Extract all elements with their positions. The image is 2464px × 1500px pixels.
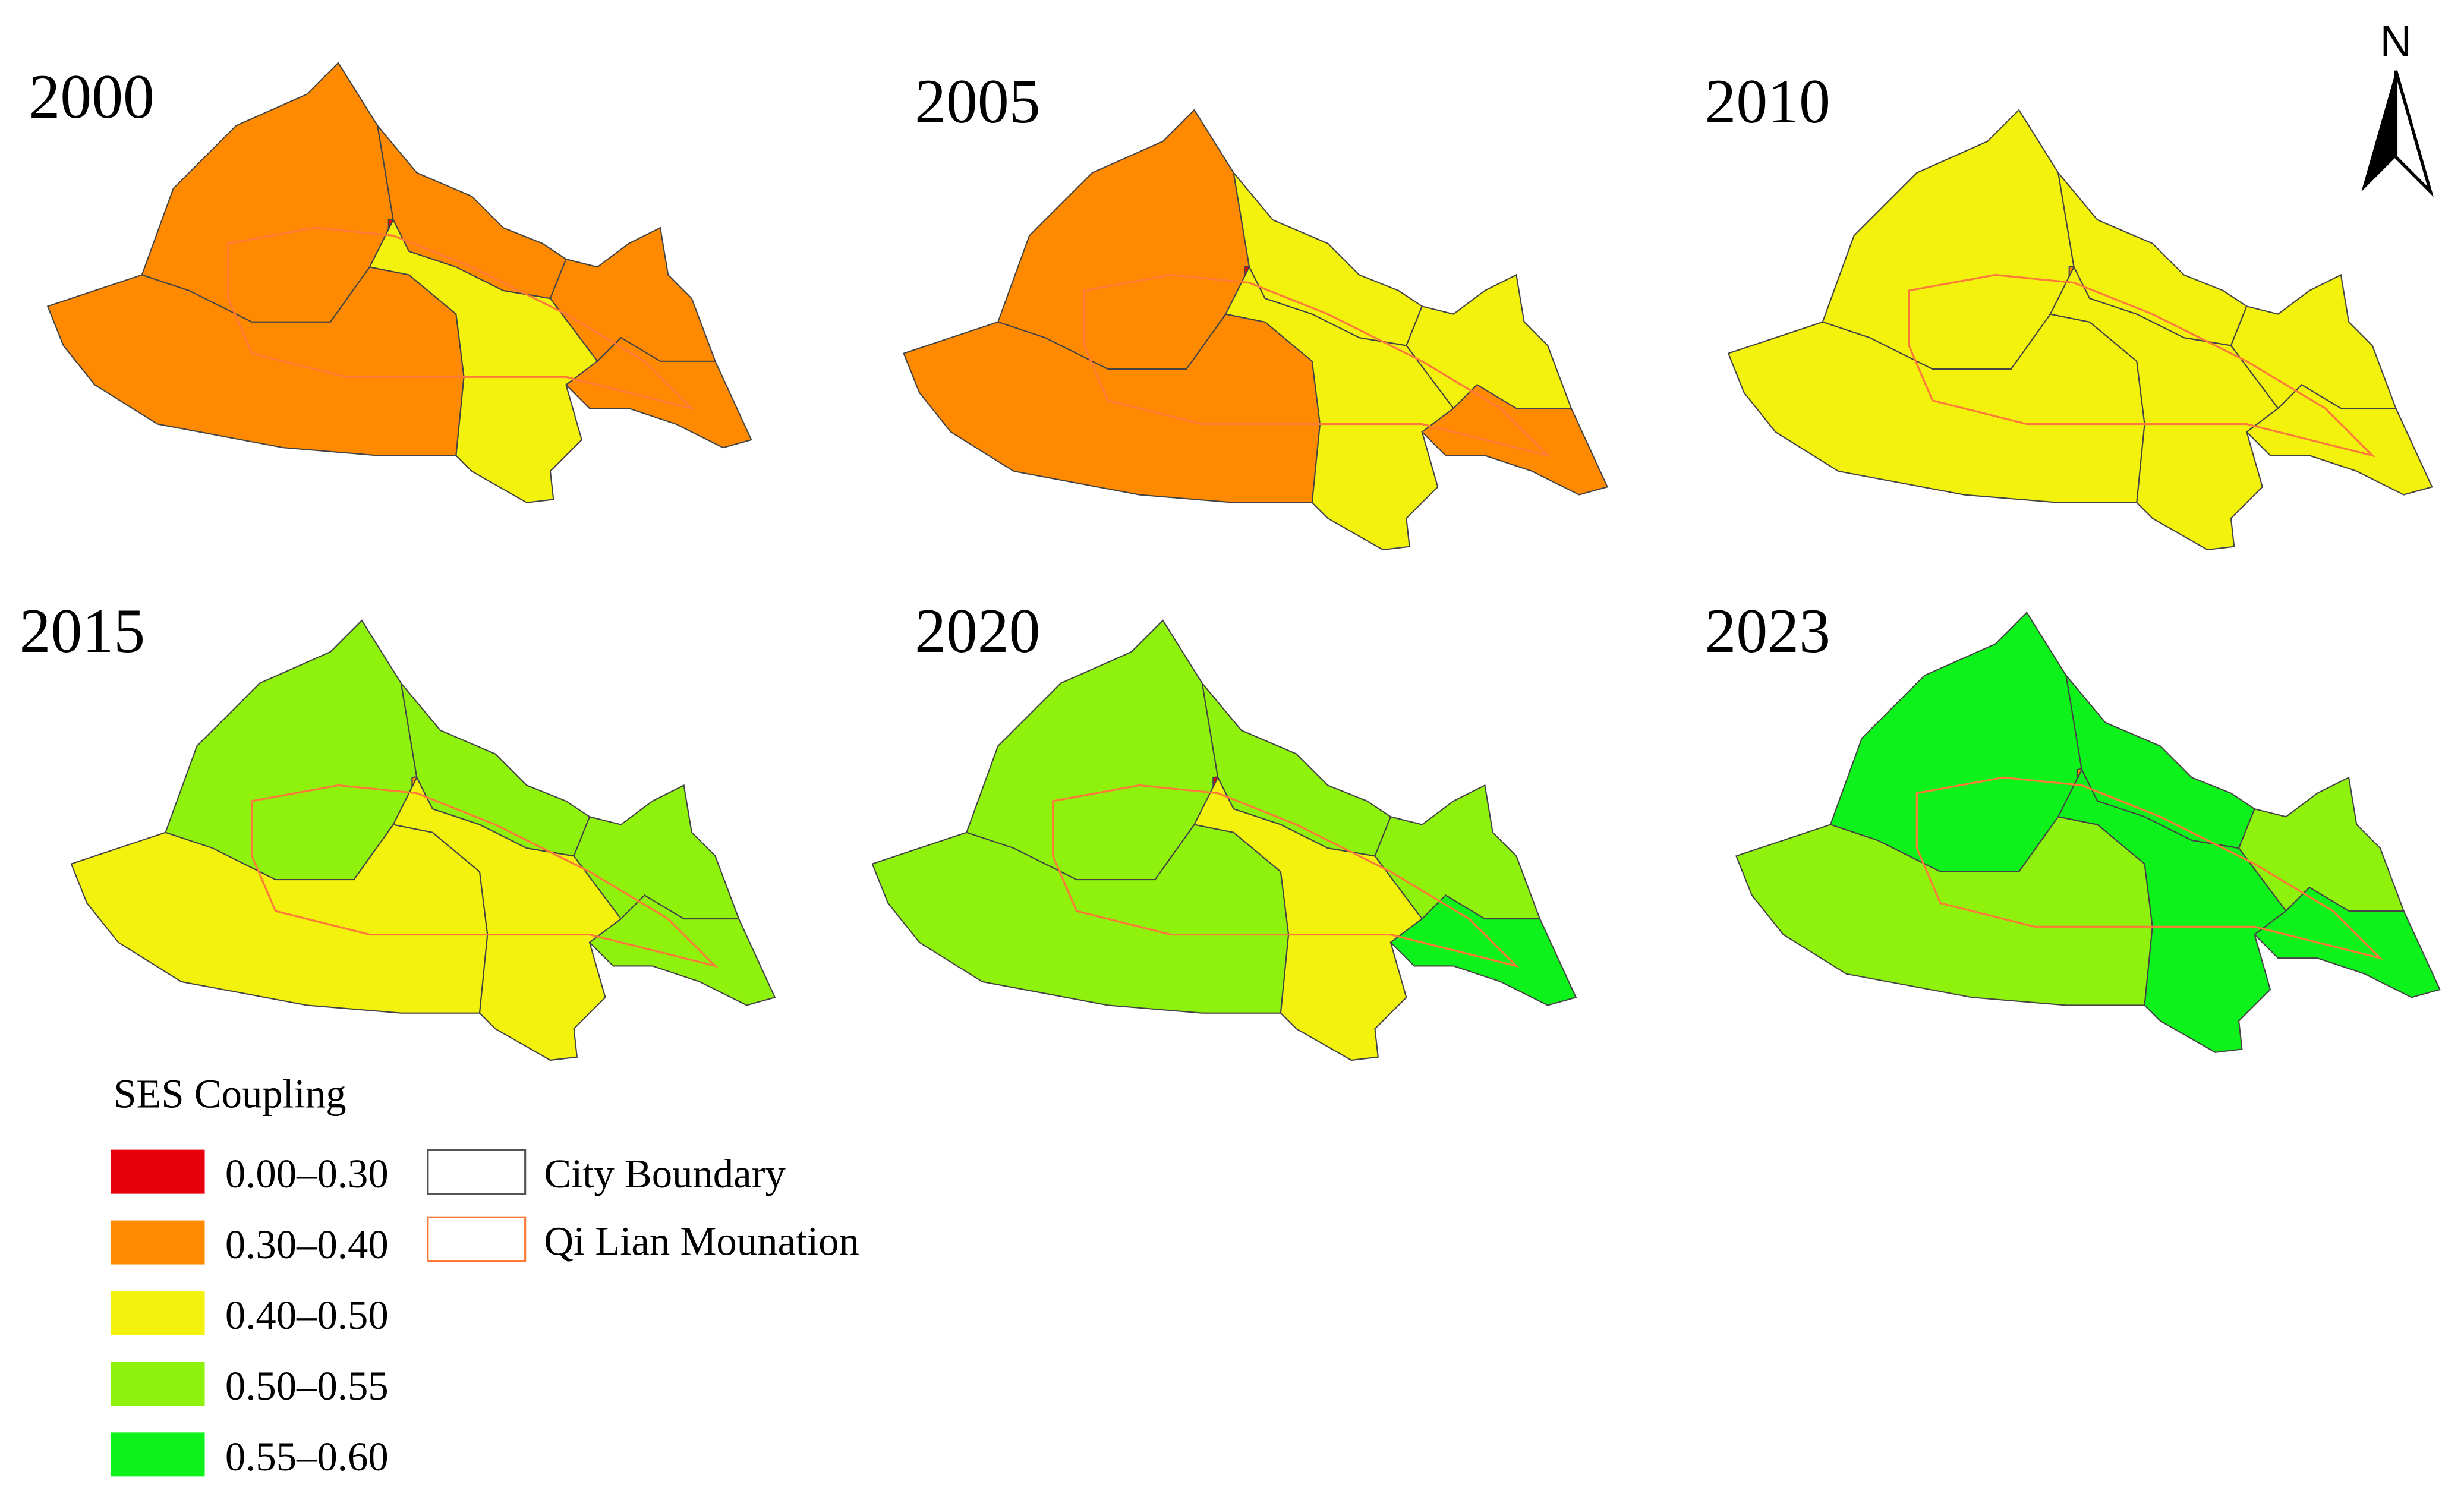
legend-title: SES Coupling	[114, 1071, 346, 1116]
region	[368, 218, 598, 503]
region	[2049, 265, 2279, 551]
legend-swatch	[427, 1149, 527, 1195]
region	[141, 62, 394, 323]
region	[2230, 273, 2397, 409]
north-label: N	[2380, 17, 2412, 66]
year-label: 2010	[1705, 67, 1830, 136]
legend-label: 0.30–0.40	[225, 1222, 389, 1267]
region	[1421, 384, 1609, 496]
legend-label: 0.50–0.55	[225, 1363, 389, 1408]
qilian-boundary	[251, 784, 719, 968]
region	[165, 619, 418, 881]
legend-label: Qi Lian Mounation	[544, 1219, 859, 1264]
year-label: 2020	[915, 596, 1040, 666]
region	[588, 894, 776, 1006]
legend-label: City Boundary	[544, 1151, 786, 1196]
region	[1829, 612, 2082, 872]
legend-swatch	[110, 1220, 205, 1265]
legend-label: 0.55–0.60	[225, 1434, 389, 1479]
region	[573, 784, 740, 920]
year-label: 2005	[915, 67, 1040, 136]
map-panel	[46, 62, 752, 503]
qilian-boundary	[1908, 273, 2375, 458]
region	[565, 336, 752, 449]
region	[392, 776, 622, 1061]
region	[2238, 776, 2405, 912]
region	[1406, 273, 1573, 409]
qilian-boundary	[1052, 784, 1520, 968]
legend-swatch	[110, 1291, 205, 1335]
north-arrow-right	[2394, 70, 2434, 197]
map-panel	[1735, 612, 2441, 1053]
region	[997, 109, 1250, 370]
region	[2057, 768, 2287, 1053]
year-label: 2023	[1705, 596, 1830, 666]
legend-swatch	[110, 1362, 205, 1406]
north-arrow-left	[2361, 70, 2396, 192]
region	[1822, 109, 2075, 370]
qilian-boundary	[227, 226, 695, 411]
region	[2245, 384, 2433, 496]
qilian-boundary	[1915, 776, 2384, 960]
region	[1389, 894, 1577, 1006]
map-panel	[903, 109, 1609, 551]
qilian-boundary	[1083, 273, 1551, 458]
legend-swatch	[110, 1149, 205, 1194]
year-label: 2000	[29, 62, 155, 131]
region	[1224, 265, 1455, 551]
legend-swatch	[427, 1216, 527, 1262]
legend-label: 0.40–0.50	[225, 1293, 389, 1338]
north-arrow: N	[2361, 17, 2434, 197]
map-panel	[1727, 109, 2433, 551]
legend-label: 0.00–0.30	[225, 1151, 389, 1196]
map-panel	[70, 619, 776, 1061]
map-panel	[871, 619, 1577, 1061]
region	[549, 226, 717, 363]
region	[2253, 886, 2441, 998]
region	[1193, 776, 1423, 1061]
region	[1374, 784, 1541, 920]
legend-swatch	[110, 1432, 205, 1477]
year-label: 2015	[20, 596, 145, 666]
